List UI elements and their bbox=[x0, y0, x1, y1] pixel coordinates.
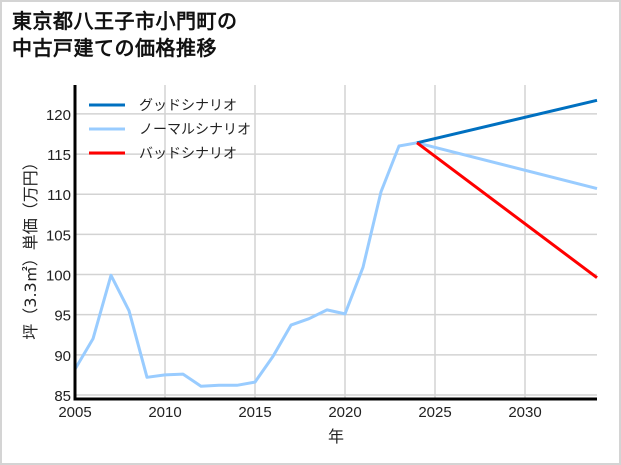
legend-label: グッドシナリオ bbox=[139, 98, 237, 114]
axes bbox=[73, 85, 597, 401]
chart-title: 東京都八王子市小門町の 中古戸建ての価格推移 bbox=[12, 8, 238, 62]
y-tick-label: 120 bbox=[46, 107, 71, 124]
data-series bbox=[73, 98, 598, 388]
chart-title-line-2: 中古戸建ての価格推移 bbox=[12, 36, 217, 60]
y-tick-label: 95 bbox=[54, 308, 71, 325]
tick-labels: 2005 2010 2015 2020 2025 2030 85 90 95 100 105 110 1… bbox=[46, 107, 542, 421]
y-tick-label: 90 bbox=[54, 348, 71, 365]
legend-label: ノーマルシナリオ bbox=[139, 122, 251, 138]
y-tick-label: 105 bbox=[46, 227, 71, 244]
y-tick-label: 115 bbox=[47, 147, 71, 164]
x-tick-label: 2005 bbox=[58, 404, 91, 421]
x-tick-label: 2010 bbox=[148, 404, 181, 421]
series-line bbox=[416, 141, 598, 279]
x-tick-label: 2020 bbox=[328, 404, 361, 421]
y-axis-label: 坪（3.3㎡）単価（万円） bbox=[21, 154, 40, 339]
series-line bbox=[416, 98, 598, 145]
x-tick-label: 2015 bbox=[238, 404, 271, 421]
chart-title-line-1: 東京都八王子市小門町の bbox=[12, 9, 238, 33]
y-tick-label: 110 bbox=[47, 187, 71, 204]
y-tick-label: 100 bbox=[46, 268, 71, 285]
legend-label: バッドシナリオ bbox=[139, 146, 237, 162]
x-axis-label: 年 bbox=[328, 427, 344, 446]
x-tick-label: 2030 bbox=[508, 404, 541, 421]
y-tick-label: 85 bbox=[54, 388, 71, 405]
x-tick-label: 2025 bbox=[418, 404, 451, 421]
series-line bbox=[73, 141, 598, 388]
